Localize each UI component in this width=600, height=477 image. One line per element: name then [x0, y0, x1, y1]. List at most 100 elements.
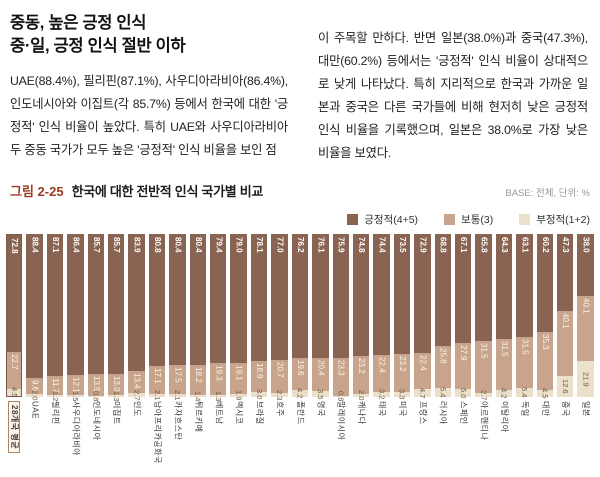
- stacked-bar: 73.5 23.2 3.3: [393, 234, 411, 400]
- stacked-bar: 63.1 31.5 5.4: [516, 234, 533, 398]
- neutral-value: 17.5: [173, 367, 183, 383]
- section-heading: 중동, 높은 긍정 인식 중·일, 긍정 인식 절반 이하: [10, 12, 288, 58]
- country-label: 스페인: [459, 401, 469, 425]
- legend-label-positive: 긍정적(4+5): [364, 214, 419, 226]
- neutral-segment: 18.9: [250, 361, 268, 393]
- neutral-segment: 27.9: [454, 343, 472, 389]
- positive-segment: 76.2: [291, 234, 309, 359]
- positive-value: 87.1: [51, 237, 61, 253]
- negative-value: 12.6: [560, 379, 570, 395]
- legend-label-neutral: 보통(3): [461, 214, 494, 226]
- legend-label-negative: 부정적(1+2): [536, 214, 590, 226]
- positive-segment: 76.1: [312, 234, 329, 359]
- country-label: 튀르키예: [193, 401, 203, 433]
- positive-segment: 60.2: [536, 234, 553, 333]
- country-label: 사우디아라비아: [71, 401, 81, 457]
- positive-value: 67.1: [459, 237, 469, 253]
- country-label: 중국: [561, 401, 571, 417]
- neutral-segment: 17.1: [148, 365, 166, 394]
- neutral-value: 12.1: [71, 376, 81, 393]
- country-label: 영국: [316, 401, 326, 417]
- base-note: BASE: 전체, 단위: %: [505, 188, 590, 199]
- positive-value: 85.7: [91, 237, 101, 253]
- positive-value: 80.4: [173, 237, 183, 253]
- positive-value: 76.1: [316, 237, 326, 253]
- neutral-value: 27.9: [459, 345, 469, 361]
- category-label-area: 호주: [271, 397, 287, 465]
- stacked-bar: 85.7 13.0 1.3: [108, 234, 125, 401]
- neutral-value: 20.4: [316, 360, 326, 376]
- positive-value: 88.4: [30, 237, 40, 253]
- bar-column-14: 77.0 20.7 2.3 호주: [271, 234, 288, 465]
- category-label-area: 이탈리아: [496, 397, 512, 465]
- bar-column-11: 79.4 19.3 1.3 베트남: [210, 234, 227, 465]
- negative-value: 4.2: [499, 388, 509, 399]
- neutral-segment: 19.1: [230, 362, 247, 394]
- positive-segment: 83.9: [128, 234, 145, 371]
- country-label: 아르헨티나: [479, 401, 489, 441]
- negative-segment: 2.0: [26, 390, 43, 401]
- category-label-area: 대만: [537, 397, 553, 465]
- negative-segment: 2.1: [148, 390, 166, 401]
- negative-segment: 5.4: [434, 387, 451, 398]
- bar-column-18: 74.8 23.2 2.0 캐나다: [352, 234, 370, 465]
- bar-column-21: 72.9 22.4 4.7 프랑스: [414, 234, 431, 465]
- stacked-bar: 83.9 13.4 2.7: [128, 234, 145, 400]
- bar-column-25: 64.3 31.5 4.2 이탈리아: [495, 234, 513, 465]
- stacked-bar: 72.8 22.7 4.5: [6, 234, 23, 398]
- positive-value: 79.0: [234, 237, 244, 253]
- negative-segment: 5.0: [454, 388, 472, 398]
- positive-value: 74.8: [357, 237, 367, 253]
- neutral-segment: 23.3: [332, 357, 349, 396]
- stacked-bar: 68.8 25.8 5.4: [434, 234, 451, 398]
- positive-segment: 86.4: [67, 234, 84, 375]
- positive-value: 63.1: [520, 237, 530, 253]
- stacked-bar: 80.4 18.2 1.4: [189, 234, 207, 401]
- stacked-bar: 79.0 19.1 1.9: [230, 234, 247, 401]
- stacked-bar: 76.2 19.6 4.2: [291, 234, 309, 399]
- neutral-value: 19.1: [234, 364, 244, 381]
- positive-value: 83.9: [132, 237, 142, 253]
- negative-value: 5.4: [438, 387, 448, 398]
- negative-segment: 2.3: [271, 390, 288, 400]
- bar-column-8: 80.8 17.1 2.1 남아프리카공화국: [148, 234, 166, 465]
- figure-title: 한국에 대한 전반적 인식 국가별 비교: [71, 184, 264, 199]
- bar-column-28: 47.3 40.1 12.6 중국: [556, 234, 574, 465]
- positive-segment: 85.7: [108, 234, 125, 374]
- bar-column-9: 80.4 17.5 2.1 카자흐스탄: [169, 234, 186, 465]
- bar-column-19: 74.4 22.4 3.2 태국: [373, 234, 390, 465]
- neutral-value: 25.8: [438, 348, 448, 364]
- neutral-value: 31.5: [479, 343, 489, 359]
- neutral-segment: 25.8: [434, 346, 451, 389]
- stacked-bar: 79.4 19.3 1.3: [210, 234, 227, 401]
- country-label: 이집트: [112, 401, 122, 425]
- neutral-segment: 20.4: [312, 358, 329, 392]
- neutral-segment: 20.7: [271, 359, 288, 394]
- positive-segment: 72.9: [414, 234, 431, 353]
- country-label: 28개국 평균: [8, 401, 21, 454]
- bar-column-2: 88.4 9.6 2.0 UAE: [26, 234, 43, 465]
- bar-column-20: 73.5 23.2 3.3 미국: [393, 234, 411, 465]
- neutral-segment: 9.6: [26, 378, 43, 394]
- positive-value: 60.2: [540, 237, 550, 253]
- country-label: 인도: [132, 401, 142, 417]
- negative-value: 3.3: [397, 389, 407, 400]
- positive-value: 65.8: [479, 237, 489, 253]
- chart-legend: 긍정적(4+5) 보통(3) 부정적(1+2): [0, 212, 590, 227]
- positive-segment: 79.0: [230, 234, 247, 363]
- positive-segment: 87.1: [46, 234, 64, 376]
- negative-segment: 21.9: [577, 361, 594, 397]
- country-label: 말레이시아: [336, 401, 346, 441]
- negative-segment: 4.7: [414, 388, 431, 398]
- neutral-value: 35.3: [540, 334, 550, 350]
- neutral-segment: 31.5: [495, 338, 513, 391]
- negative-value: 2.1: [173, 390, 183, 401]
- neutral-segment: 13.4: [128, 370, 145, 393]
- positive-value: 47.3: [561, 237, 571, 253]
- negative-value: 4.5: [9, 387, 19, 398]
- category-label-area: 스페인: [455, 397, 471, 465]
- bar-column-4: 86.4 12.1 1.5 사우디아라비아: [67, 234, 84, 465]
- neutral-value: 40.1: [561, 313, 571, 329]
- negative-segment: 4.2: [291, 388, 309, 399]
- negative-segment: 3.2: [373, 389, 390, 400]
